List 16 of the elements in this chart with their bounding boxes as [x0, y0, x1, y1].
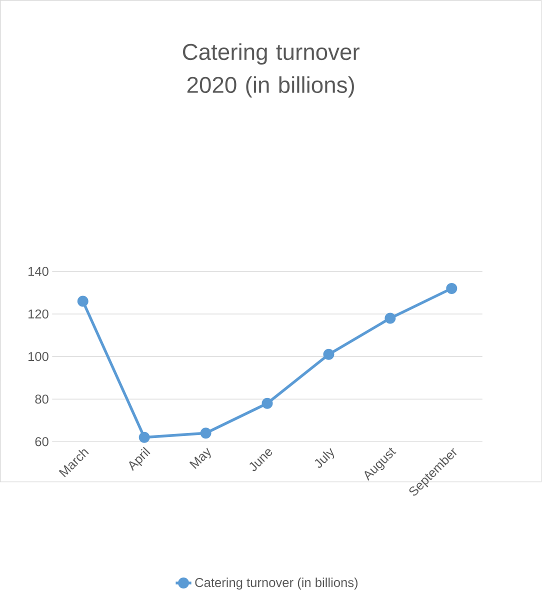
- y-tick-label: 60: [35, 437, 49, 446]
- y-tick-label: 100: [28, 352, 49, 362]
- y-tick-label: 120: [28, 309, 49, 319]
- point: [200, 428, 212, 439]
- point: [78, 296, 88, 307]
- point: [323, 348, 334, 360]
- point: [138, 432, 150, 443]
- x-tick-label: July: [314, 448, 334, 468]
- point: [262, 398, 273, 409]
- legend-label: Catering turnover (in billions): [195, 578, 358, 590]
- chart-title: Catering turnover 2020 (in billions): [183, 43, 360, 98]
- x-tick-label: May: [190, 448, 211, 469]
- y-tick-label: 80: [35, 394, 49, 404]
- point: [446, 282, 458, 294]
- point: [384, 312, 396, 324]
- y-tick-label: 140: [28, 266, 49, 276]
